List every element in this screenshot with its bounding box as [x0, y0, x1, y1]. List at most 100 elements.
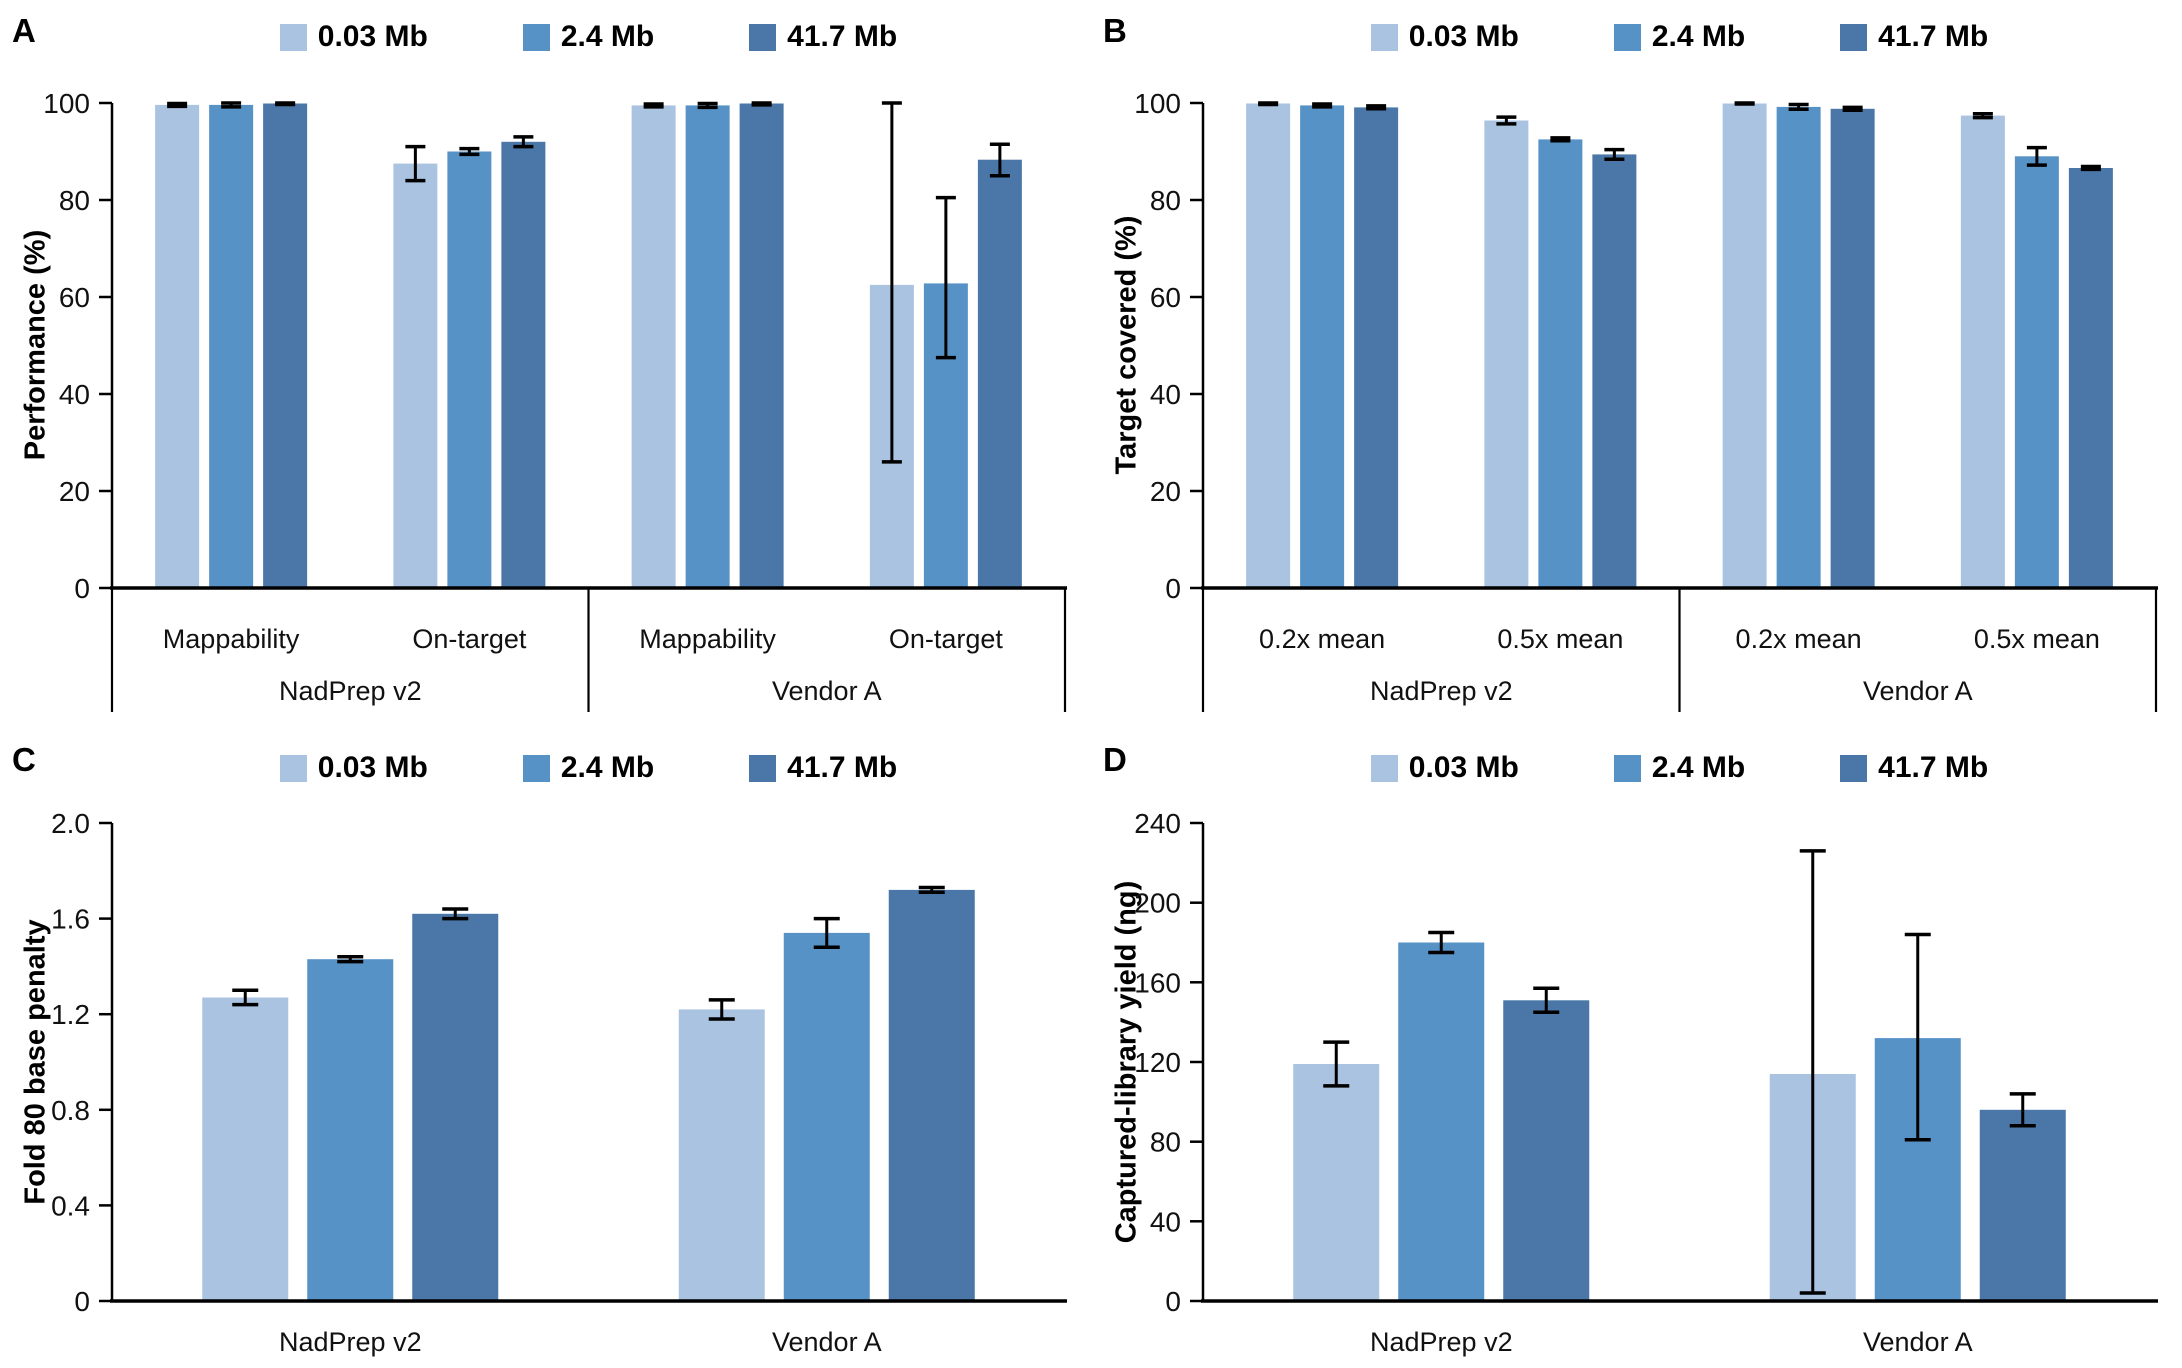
error-bar	[1258, 101, 1279, 107]
error-bar	[2080, 164, 2101, 172]
panel-c-chart: 2.0 1.6 1.2 0.8 0.4 0 NadPrep v2 Vendor A	[51, 808, 1067, 1357]
legend-swatch-2.4mb	[1613, 23, 1641, 51]
legend-label: 2.4 Mb	[1651, 751, 1746, 784]
error-bar	[1323, 1040, 1350, 1088]
bar-A-NadPrep v2-On-target-41.7 Mb	[501, 141, 546, 589]
bar-C-Vendor A-0.03 Mb	[678, 1009, 765, 1301]
panel-c-legend: 0.03 Mb 2.4 Mb 41.7 Mb	[112, 751, 1065, 785]
panel-c: C 0.03 Mb 2.4 Mb 41.7 Mb Fold 80 base pe…	[0, 715, 1091, 1368]
legend-label: 41.7 Mb	[1878, 20, 1989, 53]
error-bar	[1842, 105, 1863, 113]
error-bar	[2026, 145, 2047, 167]
x-subgroup-label: 0.2x mean	[1259, 624, 1385, 654]
bar-B-NadPrep v2-0.2x mean-0.03 Mb	[1246, 103, 1291, 588]
panel-d-label: D	[1103, 741, 1127, 778]
panel-b: B 0.03 Mb 2.4 Mb 41.7 Mb Target covered …	[1091, 0, 2182, 715]
legend-swatch-41.7mb	[749, 23, 777, 51]
panel-a-chart: 100 80 60 40 20 0 Mappability On-target NadPrep …	[43, 88, 1067, 712]
legend-item: 0.03 Mb	[1370, 751, 1519, 785]
y-tick-label: 0	[1165, 573, 1181, 604]
error-bar	[697, 101, 718, 110]
y-tick-label: 80	[1150, 185, 1181, 216]
legend-swatch-0.03mb	[279, 754, 307, 782]
legend-label: 2.4 Mb	[560, 20, 655, 53]
error-bar	[1788, 102, 1809, 112]
bar-B-Vendor A-0.2x mean-41.7 Mb	[1830, 108, 1875, 589]
x-group-label: NadPrep v2	[1370, 676, 1513, 706]
bar-A-NadPrep v2-On-target-0.03 Mb	[393, 163, 438, 588]
bar-B-Vendor A-0.5x mean-2.4 Mb	[2014, 156, 2059, 589]
bar-A-Vendor A-Mappability-2.4 Mb	[685, 105, 730, 589]
error-bar	[513, 135, 534, 149]
legend-swatch-41.7mb	[1840, 23, 1868, 51]
bar-B-NadPrep v2-0.5x mean-0.03 Mb	[1484, 120, 1529, 588]
legend-label: 0.03 Mb	[1408, 751, 1519, 784]
error-bar	[1533, 986, 1560, 1014]
y-tick-label: 80	[1150, 1127, 1181, 1158]
error-bar	[221, 101, 242, 109]
bar-D-NadPrep v2-41.7 Mb	[1503, 1000, 1590, 1301]
error-bar	[813, 916, 840, 950]
error-bar	[1496, 115, 1517, 126]
bar-A-NadPrep v2-On-target-2.4 Mb	[447, 151, 492, 588]
bar-A-NadPrep v2-Mappability-2.4 Mb	[209, 104, 254, 589]
legend-item: 41.7 Mb	[749, 20, 897, 54]
bar-B-NadPrep v2-0.5x mean-2.4 Mb	[1538, 139, 1583, 588]
panel-a: A 0.03 Mb 2.4 Mb 41.7 Mb Performance (%)…	[0, 0, 1091, 715]
legend-item: 41.7 Mb	[1840, 751, 1988, 785]
y-tick-label: 40	[1150, 379, 1181, 410]
y-tick-label: 60	[1150, 282, 1181, 313]
y-tick-label: 1.6	[51, 904, 90, 935]
y-tick-label: 240	[1134, 808, 1181, 839]
bar-A-Vendor A-Mappability-0.03 Mb	[631, 105, 676, 589]
legend-item: 2.4 Mb	[1613, 20, 1746, 54]
y-tick-label: 0.8	[51, 1095, 90, 1126]
error-bar	[337, 955, 364, 964]
y-tick-label: 1.2	[51, 999, 90, 1030]
legend-item: 41.7 Mb	[1840, 20, 1988, 54]
legend-swatch-2.4mb	[1613, 754, 1641, 782]
axes	[99, 821, 1067, 1303]
legend-swatch-0.03mb	[1370, 23, 1398, 51]
legend-item: 2.4 Mb	[522, 751, 655, 785]
y-tick-label: 60	[59, 282, 90, 313]
bar-D-NadPrep v2-0.03 Mb	[1293, 1064, 1380, 1301]
y-tick-label: 100	[43, 88, 90, 119]
error-bar	[881, 101, 902, 464]
x-group-label: Vendor A	[772, 1327, 882, 1357]
bar-C-NadPrep v2-2.4 Mb	[307, 959, 394, 1301]
bar-B-Vendor A-0.5x mean-41.7 Mb	[2068, 168, 2113, 588]
error-bar	[405, 144, 426, 183]
panel-d-legend: 0.03 Mb 2.4 Mb 41.7 Mb	[1203, 751, 2156, 785]
panel-c-label: C	[12, 741, 36, 778]
legend-label: 41.7 Mb	[787, 20, 898, 53]
legend-item: 2.4 Mb	[1613, 751, 1746, 785]
x-axis-box	[110, 588, 1067, 712]
error-bar	[442, 907, 469, 921]
bar-B-NadPrep v2-0.2x mean-41.7 Mb	[1354, 107, 1399, 589]
bars	[155, 101, 1022, 589]
panel-a-label: A	[12, 12, 36, 49]
legend-label: 0.03 Mb	[317, 20, 428, 53]
bar-B-Vendor A-0.2x mean-0.03 Mb	[1722, 103, 1767, 588]
legend-label: 2.4 Mb	[1651, 20, 1746, 53]
error-bar	[459, 146, 480, 157]
x-subgroup-label: Mappability	[639, 624, 776, 654]
x-subgroup-label: Mappability	[163, 624, 300, 654]
x-group-label: NadPrep v2	[1370, 1327, 1513, 1357]
legend-swatch-0.03mb	[1370, 754, 1398, 782]
panel-d-chart: 240 200 160 120 80 40 0 NadPrep v2 Vendor A	[1134, 808, 2158, 1357]
bar-B-Vendor A-0.2x mean-2.4 Mb	[1776, 106, 1821, 589]
legend-item: 41.7 Mb	[749, 751, 897, 785]
bars	[1246, 101, 2113, 589]
legend-swatch-2.4mb	[522, 754, 550, 782]
bar-D-Vendor A-41.7 Mb	[1979, 1109, 2066, 1301]
error-bar	[2009, 1092, 2036, 1128]
bar-B-NadPrep v2-0.5x mean-41.7 Mb	[1592, 154, 1637, 588]
bar-C-NadPrep v2-0.03 Mb	[202, 997, 289, 1301]
y-tick-label: 20	[59, 476, 90, 507]
legend-item: 0.03 Mb	[1370, 20, 1519, 54]
error-bar	[1904, 932, 1931, 1142]
legend-swatch-0.03mb	[279, 23, 307, 51]
legend-label: 2.4 Mb	[560, 751, 655, 784]
